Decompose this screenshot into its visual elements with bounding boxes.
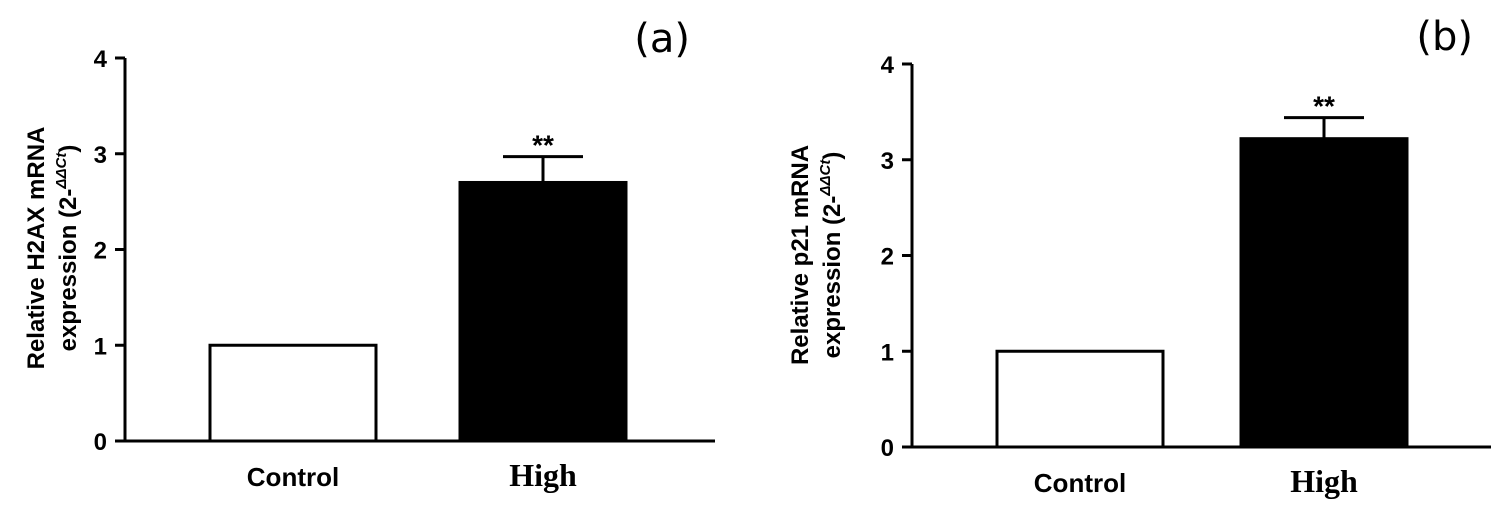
- bar-high: [1239, 137, 1409, 449]
- y-axis-label-text: expression (2-: [55, 189, 82, 352]
- y-axis-label-line1: Relative H2AX mRNA: [23, 127, 50, 370]
- y-axis-label-text: expression (2-: [819, 196, 846, 359]
- y-tick-label: 3: [94, 142, 107, 169]
- y-tick-label: 1: [881, 339, 894, 366]
- y-axis-label: Relative H2AX mRNA expression (2-ΔΔCt): [23, 127, 82, 370]
- y-axis-label-close: ): [55, 145, 82, 153]
- y-tick-label: 4: [94, 46, 108, 73]
- x-tick-label: Control: [247, 462, 339, 492]
- y-tick-label: 3: [881, 148, 894, 175]
- bar-control: [208, 343, 378, 443]
- y-tick-label: 2: [881, 244, 894, 271]
- x-tick-label: Control: [1034, 468, 1126, 498]
- x-tick-label: High: [509, 457, 577, 493]
- chart-svg-b: 0 1 2 3 4 Control ** High Relative p21 mRNA expre…: [787, 14, 1491, 499]
- y-axis-label-close: ): [819, 152, 846, 160]
- chart-panel-a: 0 1 2 3 4 Control ** High Relative H2AX mRNA expr…: [23, 16, 715, 493]
- y-axis-label-superscript: ΔΔCt: [53, 152, 70, 190]
- panel-label: (a): [634, 16, 690, 62]
- y-tick-label: 0: [94, 429, 107, 456]
- y-tick-label: 1: [94, 333, 107, 360]
- bar-control: [995, 349, 1165, 449]
- y-tick-label: 4: [881, 52, 895, 79]
- chart-panel-b: 0 1 2 3 4 Control ** High Relative p21 mRNA expre…: [751, 0, 1502, 519]
- y-axis-label-line2: expression (2-ΔΔCt): [53, 145, 82, 352]
- y-axis-label-line2: expression (2-ΔΔCt): [817, 152, 846, 359]
- y-axis-label-line1: Relative p21 mRNA: [787, 145, 814, 365]
- significance-marker: **: [532, 130, 554, 161]
- y-axis-label-superscript: ΔΔCt: [817, 159, 834, 197]
- bar-high: [458, 180, 628, 443]
- significance-marker: **: [1313, 91, 1335, 122]
- chart-svg-a: 0 1 2 3 4 Control ** High Relative H2AX mRNA expr…: [23, 16, 715, 493]
- y-tick-label: 2: [94, 238, 107, 265]
- y-tick-label: 0: [881, 435, 894, 462]
- x-tick-label: High: [1290, 463, 1358, 499]
- panel-label: (b): [1416, 14, 1473, 60]
- y-axis-label: Relative p21 mRNA expression (2-ΔΔCt): [787, 145, 846, 365]
